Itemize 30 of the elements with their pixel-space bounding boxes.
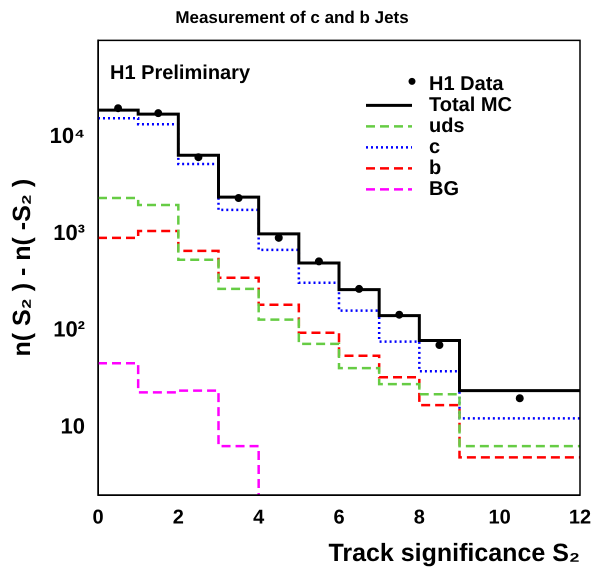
legend-label: Total MC — [429, 94, 512, 116]
chart-title: Measurement of c and b Jets — [175, 8, 409, 27]
legend-label: H1 Data — [429, 72, 504, 95]
legend-label: b — [429, 156, 442, 179]
x-tick-label: 4 — [253, 506, 266, 529]
point — [314, 257, 323, 266]
annotation: H1 Preliminary — [110, 62, 251, 84]
x-axis-title: Track significance S₂ — [328, 538, 580, 567]
x-tick-label: 10 — [488, 506, 511, 529]
y-tick-label: 10² — [53, 316, 85, 342]
y-tick-label: 10⁴ — [50, 123, 85, 148]
point — [435, 341, 444, 350]
x-tick-label: 0 — [92, 506, 104, 529]
point — [114, 104, 122, 112]
legend-label: c — [429, 136, 440, 158]
x-tick-label: 8 — [414, 506, 425, 529]
legend-label: BG — [429, 178, 459, 200]
y-tick-label: 10 — [60, 413, 85, 438]
x-tick-label: 2 — [172, 506, 184, 529]
point — [516, 394, 524, 402]
point — [355, 284, 364, 293]
point — [234, 194, 243, 202]
y-tick-label: 10³ — [53, 220, 85, 245]
x-tick-label: 6 — [333, 506, 345, 529]
point — [395, 310, 404, 319]
x-tick-label: 12 — [568, 506, 592, 529]
legend-label: uds — [429, 114, 465, 137]
point — [154, 109, 162, 118]
y-axis-title: n( S₂ ) - n( -S₂ ) — [8, 178, 36, 357]
point — [194, 153, 202, 162]
